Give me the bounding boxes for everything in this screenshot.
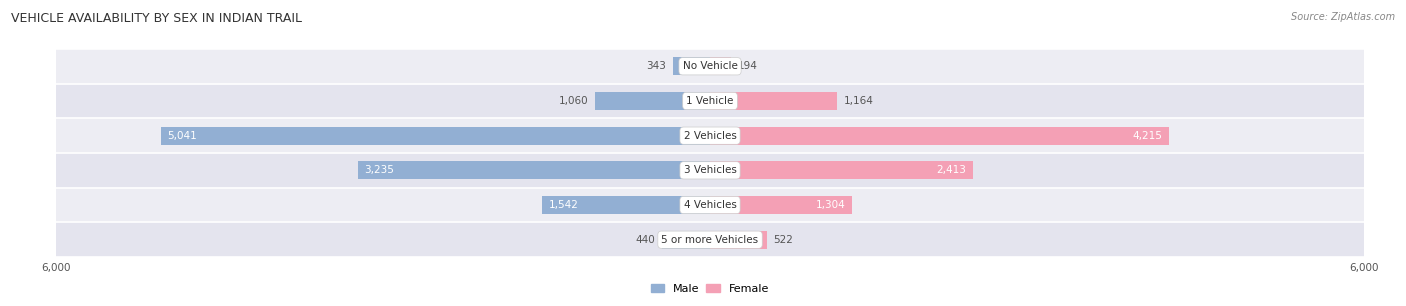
Bar	[710, 92, 837, 110]
Bar	[541, 196, 710, 214]
Text: 3,235: 3,235	[364, 165, 394, 175]
Text: 440: 440	[636, 235, 655, 245]
Text: 3 Vehicles: 3 Vehicles	[683, 165, 737, 175]
Bar	[710, 127, 1170, 145]
Bar	[710, 57, 731, 75]
Bar	[56, 222, 1364, 257]
Text: 522: 522	[773, 235, 793, 245]
Bar	[710, 161, 973, 179]
Bar	[595, 92, 710, 110]
Bar	[357, 161, 710, 179]
Text: 194: 194	[738, 61, 758, 71]
Bar	[56, 118, 1364, 153]
Bar	[56, 153, 1364, 188]
Text: 4 Vehicles: 4 Vehicles	[683, 200, 737, 210]
Text: 2,413: 2,413	[936, 165, 966, 175]
Text: 4,215: 4,215	[1133, 131, 1163, 141]
Text: 5,041: 5,041	[167, 131, 197, 141]
Text: 1,164: 1,164	[844, 96, 873, 106]
Text: 1,060: 1,060	[558, 96, 588, 106]
Text: No Vehicle: No Vehicle	[682, 61, 738, 71]
Bar	[710, 196, 852, 214]
Bar	[56, 49, 1364, 84]
Legend: Male, Female: Male, Female	[648, 281, 772, 297]
Bar	[672, 57, 710, 75]
Bar	[662, 231, 710, 249]
Text: 343: 343	[647, 61, 666, 71]
Text: 1,542: 1,542	[548, 200, 578, 210]
Text: 2 Vehicles: 2 Vehicles	[683, 131, 737, 141]
Text: Source: ZipAtlas.com: Source: ZipAtlas.com	[1291, 12, 1395, 22]
Bar	[160, 127, 710, 145]
Text: 5 or more Vehicles: 5 or more Vehicles	[661, 235, 759, 245]
Text: VEHICLE AVAILABILITY BY SEX IN INDIAN TRAIL: VEHICLE AVAILABILITY BY SEX IN INDIAN TR…	[11, 12, 302, 25]
Bar	[710, 231, 766, 249]
Bar	[56, 188, 1364, 222]
Text: 1,304: 1,304	[815, 200, 845, 210]
Text: 1 Vehicle: 1 Vehicle	[686, 96, 734, 106]
Bar	[56, 84, 1364, 118]
